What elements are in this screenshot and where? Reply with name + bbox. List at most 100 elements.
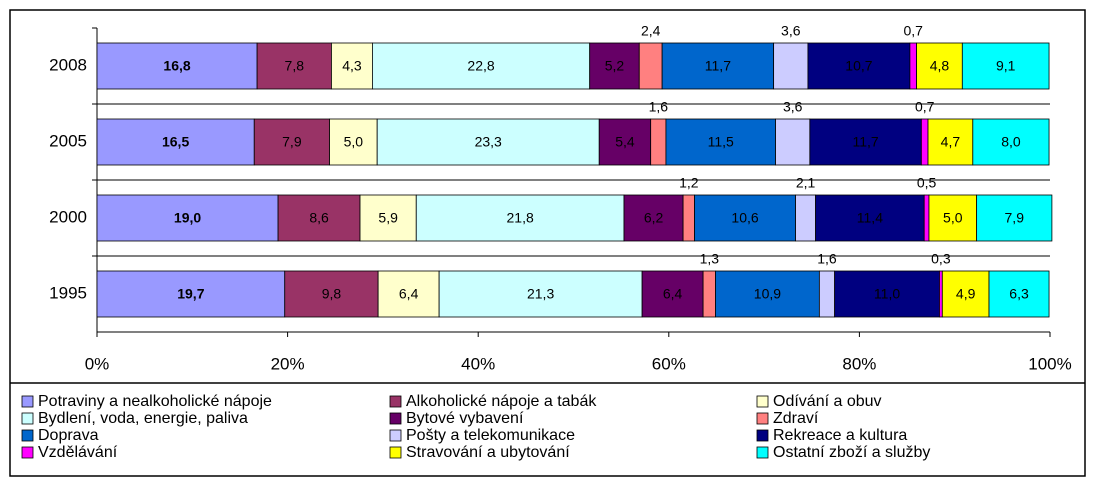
- data-label: 9,1: [996, 58, 1016, 74]
- legend-swatch: [389, 395, 402, 408]
- data-label: 6,4: [399, 286, 419, 302]
- bar-segment: [834, 270, 940, 318]
- bar-segment: [329, 118, 378, 166]
- data-label: 3,6: [781, 23, 801, 39]
- bar-segment: [775, 118, 811, 166]
- legend-label: Pošty a telekomunikace: [406, 427, 575, 444]
- bar-segment: [438, 270, 643, 318]
- data-label: 22,8: [467, 58, 494, 74]
- bar-segment: [277, 194, 361, 242]
- data-label: 1,3: [700, 251, 720, 267]
- bar-segment: [96, 194, 279, 242]
- legend-label: Odívání a obuv: [773, 393, 882, 410]
- x-tick-label: 0%: [85, 354, 110, 373]
- bar-segment: [589, 42, 640, 90]
- bar-segment: [928, 194, 978, 242]
- data-label: 6,4: [663, 286, 683, 302]
- x-tick-label: 100%: [1028, 354, 1071, 373]
- data-label: 10,9: [754, 286, 781, 302]
- bar-segment: [795, 194, 816, 242]
- data-label: 11,5: [708, 134, 734, 150]
- bar-segment: [961, 42, 1050, 90]
- bar-segment: [253, 118, 330, 166]
- data-label: 19,7: [177, 286, 204, 302]
- legend-swatch: [756, 429, 769, 442]
- legend-swatch: [21, 429, 34, 442]
- bar-segment: [916, 42, 963, 90]
- legend-swatch: [756, 412, 769, 425]
- legend-label: Ostatní zboží a služby: [773, 444, 930, 461]
- legend-label: Doprava: [38, 427, 99, 444]
- data-label: 11,0: [874, 286, 900, 302]
- data-label: 4,8: [930, 58, 950, 74]
- bar-segment: [415, 194, 625, 242]
- data-label: 19,0: [174, 210, 201, 226]
- data-label: 11,7: [852, 134, 878, 150]
- data-label: 7,8: [285, 58, 305, 74]
- bar-segment: [650, 118, 667, 166]
- data-label: 8,6: [309, 210, 329, 226]
- bar-segment: [376, 118, 600, 166]
- legend-label: Vzdělávání: [38, 444, 118, 461]
- x-tick-label: 20%: [271, 354, 305, 373]
- bar-segment: [818, 270, 836, 318]
- data-label: 3,6: [783, 99, 803, 115]
- data-label: 5,0: [943, 210, 963, 226]
- bar-segment: [988, 270, 1050, 318]
- legend-swatch: [756, 446, 769, 459]
- legend-label: Alkoholické nápoje a tabák: [406, 393, 597, 410]
- bar-segment: [715, 270, 820, 318]
- legend-label: Bydlení, voda, energie, paliva: [38, 410, 248, 427]
- data-label: 5,9: [378, 210, 398, 226]
- data-label: 1,6: [649, 99, 669, 115]
- x-tick-label: 40%: [461, 354, 495, 373]
- data-label: 10,6: [731, 210, 758, 226]
- y-tick-label: 2008: [49, 55, 87, 74]
- legend-swatch: [389, 429, 402, 442]
- legend-label: Stravování a ubytování: [406, 444, 570, 461]
- x-tick-label: 60%: [652, 354, 686, 373]
- data-label: 5,2: [605, 58, 625, 74]
- data-label: 7,9: [1005, 210, 1025, 226]
- data-label: 1,2: [679, 175, 699, 191]
- data-label: 21,3: [527, 286, 554, 302]
- legend-swatch: [756, 395, 769, 408]
- data-label: 16,5: [162, 134, 189, 150]
- data-label: 21,8: [507, 210, 534, 226]
- legend-label: Rekreace a kultura: [773, 427, 907, 444]
- legend-swatch: [21, 395, 34, 408]
- bar-segment: [920, 118, 929, 166]
- bar-segment: [923, 194, 930, 242]
- data-label: 11,7: [705, 58, 731, 74]
- bar-segment: [641, 270, 704, 318]
- data-label: 23,3: [475, 134, 502, 150]
- legend-swatch: [21, 446, 34, 459]
- bar-segment: [809, 118, 922, 166]
- data-label: 0,3: [931, 251, 951, 267]
- y-tick-label: 2005: [49, 131, 87, 150]
- bar-segment: [807, 42, 911, 90]
- legend-label: Bytové vybavení: [406, 410, 524, 427]
- data-label: 4,3: [342, 58, 362, 74]
- data-label: 16,8: [163, 58, 190, 74]
- data-label: 4,9: [956, 286, 976, 302]
- legend-swatch: [389, 412, 402, 425]
- y-tick-label: 2000: [49, 207, 87, 226]
- bar-segment: [284, 270, 379, 318]
- data-label: 2,1: [796, 175, 816, 191]
- data-label: 6,2: [644, 210, 664, 226]
- data-label: 0,7: [915, 99, 935, 115]
- bar-segment: [96, 42, 258, 90]
- bar-segment: [909, 42, 917, 90]
- bar-segment: [976, 194, 1053, 242]
- data-label: 9,8: [322, 286, 342, 302]
- data-label: 10,7: [845, 58, 872, 74]
- bar-segment: [372, 42, 591, 90]
- x-tick-label: 80%: [842, 354, 876, 373]
- y-tick-label: 1995: [49, 283, 87, 302]
- data-label: 7,9: [282, 134, 302, 150]
- data-label: 0,5: [917, 175, 937, 191]
- data-label: 4,7: [941, 134, 961, 150]
- legend-swatch: [21, 412, 34, 425]
